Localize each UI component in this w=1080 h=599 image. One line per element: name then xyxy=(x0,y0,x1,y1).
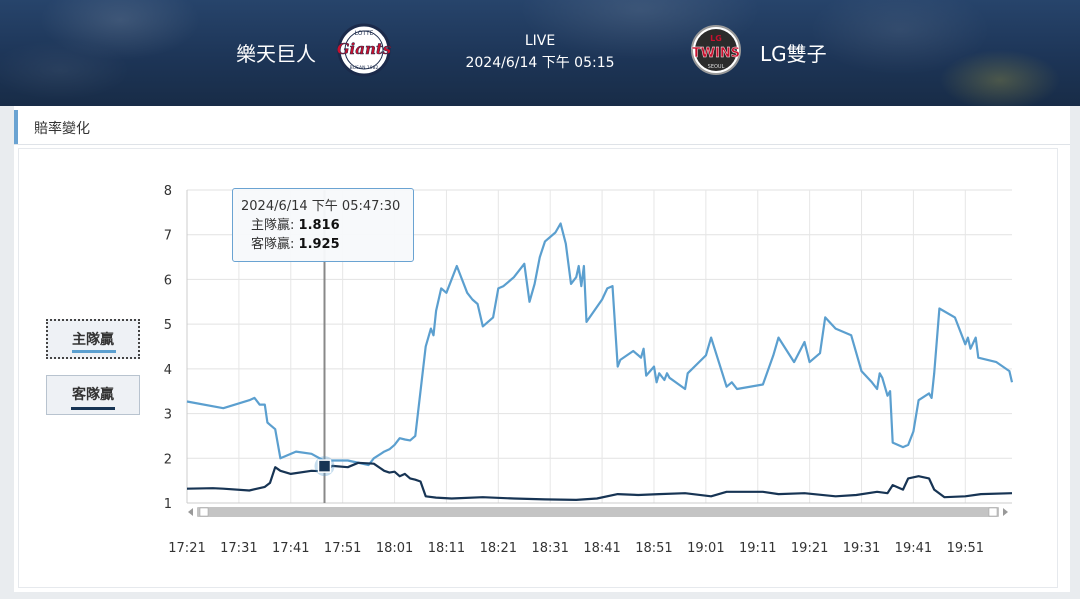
giants-logo-text: Giants xyxy=(337,40,392,58)
x-tick-label: 18:21 xyxy=(480,541,517,556)
live-status: LIVE xyxy=(524,33,556,49)
chart-container xyxy=(18,148,1058,588)
x-tick-label: 19:41 xyxy=(895,541,932,556)
y-tick-label: 2 xyxy=(164,452,172,467)
y-tick-label: 6 xyxy=(164,273,172,288)
tooltip-home-row: 主隊贏: 1.816 xyxy=(241,216,413,235)
x-tick-label: 19:31 xyxy=(843,541,880,556)
x-tick-label: 18:51 xyxy=(635,541,672,556)
y-tick-label: 5 xyxy=(164,318,172,333)
x-tick-label: 19:11 xyxy=(739,541,776,556)
range-handle-left xyxy=(199,507,209,517)
x-tick-label: 18:11 xyxy=(428,541,465,556)
giants-logo-top: LOTTE xyxy=(355,30,374,37)
legend-toggle-home-win[interactable]: 主隊贏 xyxy=(46,319,140,359)
match-datetime: 2024/6/14 下午 05:15 xyxy=(465,55,615,71)
match-header: 樂天巨人 LOTTE Giants BUSAN 1982 LIVE 2024/6… xyxy=(0,0,1080,106)
range-handle-right xyxy=(988,507,998,517)
tooltip-away-label: 客隊贏: xyxy=(251,237,295,252)
hover-marker xyxy=(317,459,332,473)
section-header: 賠率變化 xyxy=(14,106,1070,145)
series-line-home-win xyxy=(186,222,1014,467)
y-tick-label: 8 xyxy=(164,184,172,199)
twins-logo: LG TWINS SEOUL xyxy=(691,25,741,75)
tooltip-home-label: 主隊贏: xyxy=(251,218,295,233)
legend-toggle-away-win[interactable]: 客隊贏 xyxy=(46,375,140,415)
giants-logo-bottom: BUSAN 1982 xyxy=(350,65,379,71)
twins-logo-top: LG xyxy=(710,34,722,43)
x-tick-label: 17:31 xyxy=(220,541,257,556)
x-tick-label: 18:41 xyxy=(583,541,620,556)
x-tick-label: 19:21 xyxy=(791,541,828,556)
tooltip-datetime: 2024/6/14 下午 05:47:30 xyxy=(241,199,401,214)
legend-away-swatch xyxy=(71,407,115,410)
legend-home-swatch xyxy=(72,350,116,353)
x-tick-label: 17:51 xyxy=(324,541,361,556)
range-scrollbar-track xyxy=(197,507,999,517)
series-line-away-win xyxy=(186,461,1013,501)
x-tick-label: 19:51 xyxy=(947,541,984,556)
x-tick-label: 18:31 xyxy=(531,541,568,556)
home-team-name: 樂天巨人 xyxy=(236,42,316,66)
tooltip-away-value: 1.925 xyxy=(298,237,340,252)
y-tick-label: 4 xyxy=(164,363,172,378)
legend-home-label: 主隊贏 xyxy=(72,332,114,348)
y-tick-label: 7 xyxy=(164,229,172,244)
tooltip-home-value: 1.816 xyxy=(298,218,340,233)
away-team-name: LG雙子 xyxy=(760,42,827,66)
x-tick-label: 17:41 xyxy=(272,541,309,556)
x-tick-label: 18:01 xyxy=(376,541,413,556)
twins-logo-bottom: SEOUL xyxy=(708,64,725,70)
x-tick-label: 17:21 xyxy=(168,541,205,556)
stadium-backdrop xyxy=(0,0,1080,106)
y-tick-label: 3 xyxy=(164,408,172,423)
tooltip-away-row: 客隊贏: 1.925 xyxy=(241,235,413,254)
scroll-left-icon xyxy=(188,508,193,516)
legend-away-label: 客隊贏 xyxy=(72,387,114,403)
giants-logo: LOTTE Giants BUSAN 1982 xyxy=(336,23,392,77)
section-accent-bar xyxy=(14,110,18,144)
scroll-right-icon xyxy=(1003,508,1008,516)
chart-tooltip: 2024/6/14 下午 05:47:30 主隊贏: 1.816 客隊贏: 1.… xyxy=(232,188,414,262)
y-tick-label: 1 xyxy=(164,497,172,512)
section-title: 賠率變化 xyxy=(34,121,90,137)
x-tick-label: 19:01 xyxy=(687,541,724,556)
twins-logo-text: TWINS xyxy=(692,46,740,61)
